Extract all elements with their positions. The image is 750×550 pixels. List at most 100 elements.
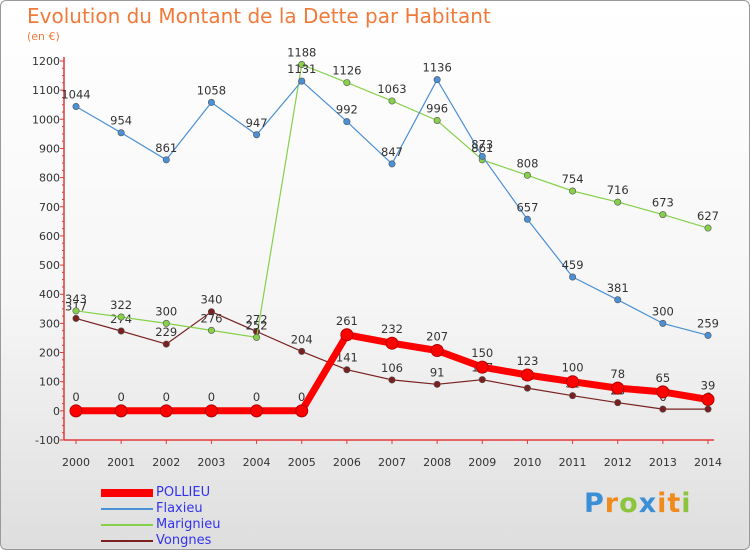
flaxieu-data-label: 1136 bbox=[423, 61, 452, 75]
marignieu-data-label: 996 bbox=[426, 101, 448, 115]
x-tick-label: 2013 bbox=[649, 456, 677, 469]
logo-letter: x bbox=[638, 488, 658, 519]
pollieu-data-label: 0 bbox=[163, 390, 170, 404]
y-tick-label: 1000 bbox=[32, 113, 60, 126]
flaxieu-point bbox=[72, 102, 80, 110]
marignieu-point bbox=[207, 326, 215, 334]
logo-letter: t bbox=[667, 488, 682, 519]
legend-swatch bbox=[101, 540, 153, 542]
flaxieu-point bbox=[523, 215, 531, 223]
flaxieu-point bbox=[117, 129, 125, 137]
legend-item: Flaxieu bbox=[101, 501, 281, 517]
vongnes-point bbox=[298, 347, 306, 355]
flaxieu-point bbox=[162, 156, 170, 164]
flaxieu-data-label: 1058 bbox=[197, 83, 226, 97]
pollieu-point bbox=[114, 404, 128, 418]
vongnes-point bbox=[343, 366, 351, 374]
flaxieu-data-label: 300 bbox=[652, 304, 674, 318]
flaxieu-point bbox=[388, 160, 396, 168]
vongnes-point bbox=[433, 380, 441, 388]
pollieu-point bbox=[340, 328, 354, 342]
y-tick-label: 500 bbox=[39, 259, 60, 272]
marignieu-point bbox=[253, 333, 261, 341]
chart-legend: POLLIEU Flaxieu Marignieu Vongnes bbox=[101, 485, 281, 549]
marignieu-data-label: 276 bbox=[200, 311, 222, 325]
marignieu-series-line bbox=[75, 63, 709, 338]
marignieu-data-label: 1126 bbox=[332, 64, 361, 78]
flaxieu-point bbox=[569, 273, 577, 281]
y-tick-label: 1100 bbox=[32, 84, 60, 97]
logo-letter: i bbox=[657, 488, 668, 519]
x-tick-label: 2008 bbox=[423, 456, 451, 469]
chart-subtitle: (en €) bbox=[27, 30, 60, 43]
y-tick-label: 400 bbox=[39, 288, 60, 301]
flaxieu-data-label: 847 bbox=[381, 145, 403, 159]
x-tick-label: 2005 bbox=[288, 456, 316, 469]
marignieu-data-label: 754 bbox=[562, 172, 584, 186]
x-tick-label: 2010 bbox=[513, 456, 541, 469]
pollieu-data-label: 0 bbox=[72, 390, 79, 404]
x-tick-label: 2004 bbox=[243, 456, 271, 469]
flaxieu-data-label: 459 bbox=[562, 258, 584, 272]
vongnes-point bbox=[207, 308, 215, 316]
flaxieu-data-label: 992 bbox=[336, 103, 358, 117]
pollieu-point bbox=[385, 336, 399, 350]
pollieu-data-label: 150 bbox=[471, 346, 493, 360]
legend-swatch bbox=[101, 489, 153, 497]
vongnes-point bbox=[523, 384, 531, 392]
flaxieu-data-label: 259 bbox=[697, 316, 719, 330]
flaxieu-data-label: 381 bbox=[607, 281, 629, 295]
pollieu-point bbox=[701, 392, 715, 406]
flaxieu-point bbox=[253, 131, 261, 139]
flaxieu-point bbox=[433, 76, 441, 84]
legend-label: Flaxieu bbox=[156, 501, 203, 516]
marignieu-data-label: 1188 bbox=[287, 45, 316, 59]
y-tick-label: 600 bbox=[39, 230, 60, 243]
pollieu-data-label: 39 bbox=[701, 378, 716, 392]
y-tick-label: 700 bbox=[39, 201, 60, 214]
marignieu-point bbox=[569, 187, 577, 195]
marignieu-data-label: 322 bbox=[110, 298, 132, 312]
marignieu-data-label: 627 bbox=[697, 209, 719, 223]
pollieu-data-label: 0 bbox=[117, 390, 124, 404]
marignieu-data-label: 300 bbox=[155, 304, 177, 318]
marignieu-point bbox=[659, 211, 667, 219]
x-tick-label: 2001 bbox=[107, 456, 135, 469]
marignieu-point bbox=[433, 116, 441, 124]
vongnes-data-label: 272 bbox=[246, 313, 268, 327]
pollieu-data-label: 207 bbox=[426, 329, 448, 343]
y-tick-label: 0 bbox=[53, 405, 60, 418]
pollieu-data-label: 0 bbox=[298, 390, 305, 404]
marignieu-point bbox=[614, 198, 622, 206]
legend-label: POLLIEU bbox=[156, 485, 211, 500]
pollieu-data-label: 0 bbox=[208, 390, 215, 404]
marignieu-point bbox=[298, 60, 306, 68]
vongnes-point bbox=[614, 399, 622, 407]
logo-letter: r bbox=[604, 488, 620, 519]
vongnes-data-label: 141 bbox=[336, 351, 358, 365]
marignieu-data-label: 808 bbox=[516, 156, 538, 170]
pollieu-point bbox=[430, 343, 444, 357]
logo-letter: P bbox=[584, 488, 605, 519]
marignieu-point bbox=[72, 307, 80, 315]
vongnes-point bbox=[117, 327, 125, 335]
pollieu-data-label: 65 bbox=[656, 371, 671, 385]
legend-item: POLLIEU bbox=[101, 485, 281, 501]
pollieu-data-label: 0 bbox=[253, 390, 260, 404]
marignieu-data-label: 673 bbox=[652, 196, 674, 210]
marignieu-point bbox=[117, 313, 125, 321]
flaxieu-data-label: 1044 bbox=[61, 87, 90, 101]
pollieu-point bbox=[611, 381, 625, 395]
pollieu-point bbox=[204, 404, 218, 418]
chart-title: Evolution du Montant de la Dette par Hab… bbox=[27, 4, 491, 28]
legend-label: Marignieu bbox=[156, 517, 221, 532]
pollieu-point bbox=[475, 360, 489, 374]
vongnes-point bbox=[704, 405, 712, 413]
y-tick-label: 300 bbox=[39, 317, 60, 330]
x-tick-label: 2011 bbox=[559, 456, 587, 469]
marignieu-point bbox=[704, 224, 712, 232]
flaxieu-series-line bbox=[75, 79, 709, 336]
pollieu-point bbox=[250, 404, 264, 418]
pollieu-data-label: 100 bbox=[562, 361, 584, 375]
